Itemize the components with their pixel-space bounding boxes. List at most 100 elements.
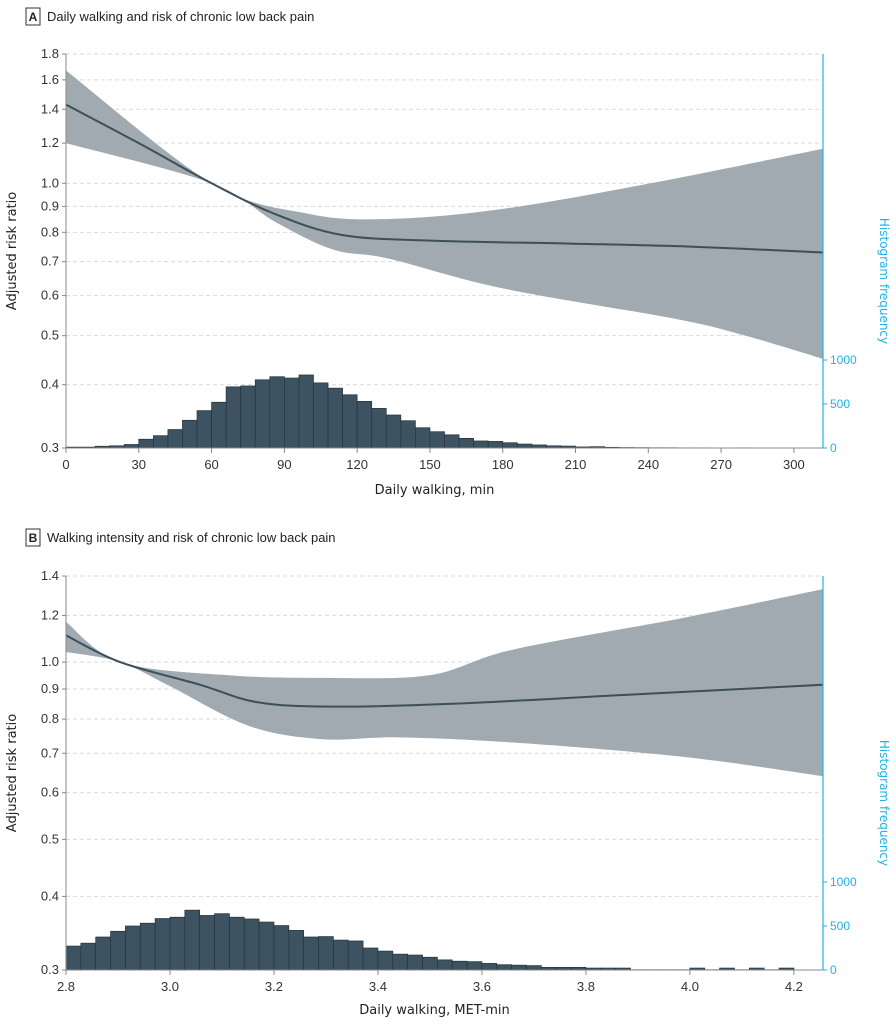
panel-label-box xyxy=(25,7,41,26)
histogram-bar xyxy=(511,964,527,971)
panel-b: B Walking intensity and risk of chronic l… xyxy=(5,528,891,1018)
histogram-bar xyxy=(377,950,394,971)
histogram-bar xyxy=(400,420,416,449)
histogram-bar xyxy=(258,921,275,971)
y-tick-label: 0.8 xyxy=(41,224,59,239)
y2-axis-label: Histogram frequency xyxy=(877,218,891,344)
y-tick-label: 1.0 xyxy=(41,654,59,669)
histogram-bar xyxy=(496,964,512,971)
histogram-bar xyxy=(362,947,379,971)
x-tick-label: 210 xyxy=(565,457,587,472)
x-axis-label: Daily walking, MET-min xyxy=(359,1003,510,1018)
chart-title: Daily walking and risk of chronic low ba… xyxy=(47,9,314,24)
histogram-bar xyxy=(487,441,504,449)
histogram-bar xyxy=(167,429,183,449)
histogram-bar xyxy=(65,945,82,971)
x-tick-label: 4.2 xyxy=(785,979,803,994)
x-axis-label: Daily walking, min xyxy=(375,483,495,498)
panel-label: A xyxy=(29,10,38,24)
y-tick-label: 1.2 xyxy=(41,135,59,150)
y2-tick-label: 500 xyxy=(830,919,850,933)
histogram-bar xyxy=(169,916,186,971)
x-tick-label: 3.2 xyxy=(265,979,283,994)
histogram-bar xyxy=(444,434,460,449)
y2-tick-label: 500 xyxy=(830,397,850,411)
x-tick-label: 2.8 xyxy=(57,979,75,994)
confidence-band xyxy=(66,70,823,359)
histogram-bar xyxy=(298,374,314,449)
y2-tick-label: 1000 xyxy=(830,353,857,367)
histogram-bar xyxy=(125,925,141,971)
y-tick-label: 0.3 xyxy=(41,962,59,977)
y-tick-label: 0.6 xyxy=(41,288,59,303)
histogram-bar xyxy=(273,925,290,971)
x-tick-label: 150 xyxy=(419,457,441,472)
histogram-bar xyxy=(243,918,260,971)
histogram-bar xyxy=(229,916,245,971)
x-tick-label: 90 xyxy=(277,457,291,472)
y-tick-label: 0.8 xyxy=(41,711,59,726)
x-tick-label: 3.0 xyxy=(161,979,179,994)
y-tick-label: 0.6 xyxy=(41,785,59,800)
y-tick-label: 0.5 xyxy=(41,328,59,343)
histogram-bar xyxy=(392,953,409,971)
y-tick-label: 0.7 xyxy=(41,254,59,269)
histogram-bar xyxy=(327,387,343,449)
histogram-bar xyxy=(385,414,402,449)
histogram-bar xyxy=(526,965,542,971)
histogram-bar xyxy=(80,942,97,971)
x-tick-label: 3.8 xyxy=(577,979,595,994)
histogram-bar xyxy=(437,959,453,971)
histogram-bar xyxy=(407,954,423,971)
x-tick-label: 180 xyxy=(492,457,514,472)
histogram-bar xyxy=(95,936,111,971)
x-tick-label: 30 xyxy=(132,457,146,472)
histogram-bar xyxy=(184,909,201,971)
x-tick-label: 240 xyxy=(637,457,659,472)
histogram-bar xyxy=(473,440,489,449)
y-tick-label: 1.8 xyxy=(41,46,59,61)
chart-title: Walking intensity and risk of chronic lo… xyxy=(47,530,336,545)
x-tick-label: 270 xyxy=(710,457,732,472)
histogram-bar xyxy=(139,922,156,971)
histogram-bar xyxy=(225,386,242,449)
y2-tick-label: 0 xyxy=(830,963,837,977)
y-tick-label: 1.6 xyxy=(41,72,59,87)
histogram-bar xyxy=(182,419,198,449)
histogram-bar xyxy=(303,936,319,971)
y-axis-label: Adjusted risk ratio xyxy=(5,714,20,832)
histogram-bar xyxy=(152,435,169,449)
histogram-bar xyxy=(422,956,438,971)
x-tick-label: 0 xyxy=(62,457,69,472)
histogram-bar xyxy=(429,431,445,449)
confidence-band xyxy=(66,589,823,777)
histogram-bar xyxy=(481,963,498,971)
histogram-bar xyxy=(451,960,468,971)
histogram-bar xyxy=(123,444,140,449)
histogram-bar xyxy=(347,940,364,971)
histogram-bar xyxy=(196,410,212,449)
histogram-bar xyxy=(154,918,171,971)
x-tick-label: 4.0 xyxy=(681,979,699,994)
histogram-bar xyxy=(333,939,349,971)
panel-a: A Daily walking and risk of chronic low b… xyxy=(5,7,891,498)
histogram-bar xyxy=(110,930,126,971)
y-tick-label: 0.5 xyxy=(41,831,59,846)
y-tick-label: 0.4 xyxy=(41,888,59,903)
histogram-bar xyxy=(318,936,334,971)
y-tick-label: 1.4 xyxy=(41,101,59,116)
histogram-bar xyxy=(269,376,285,449)
histogram-bar xyxy=(313,382,329,449)
histogram-bar xyxy=(342,394,358,449)
x-tick-label: 60 xyxy=(204,457,218,472)
y-tick-label: 0.9 xyxy=(41,198,59,213)
y-axis-label: Adjusted risk ratio xyxy=(5,192,20,310)
histogram-bar xyxy=(214,913,230,971)
y-tick-label: 1.4 xyxy=(41,568,59,583)
histogram-bar xyxy=(502,442,518,449)
histogram-bar xyxy=(288,930,305,971)
y2-tick-label: 1000 xyxy=(830,875,857,889)
y-tick-label: 1.2 xyxy=(41,607,59,622)
y-tick-label: 0.4 xyxy=(41,377,59,392)
